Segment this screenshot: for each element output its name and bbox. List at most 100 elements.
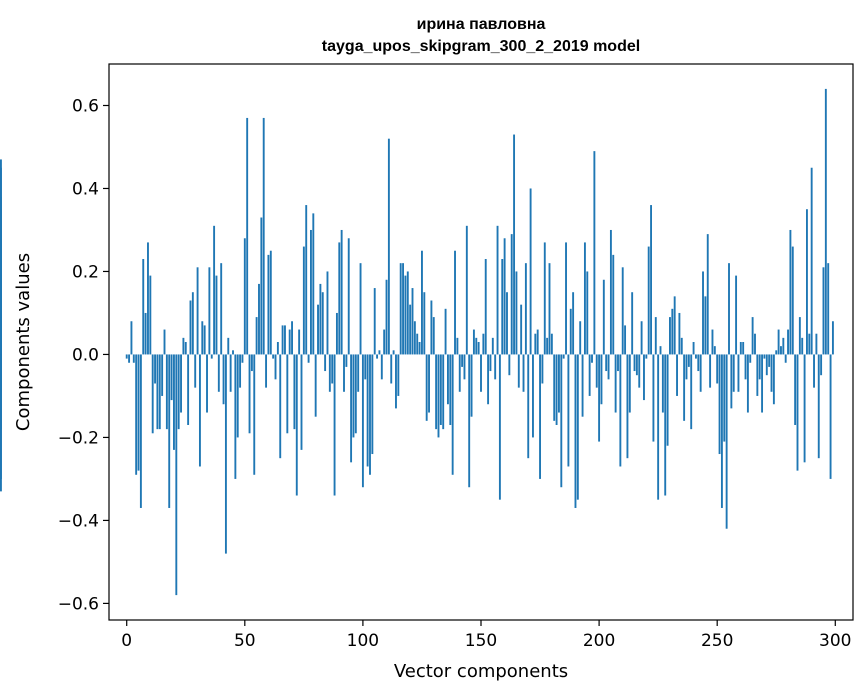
- x-axis-label: Vector components: [394, 661, 568, 682]
- bar: [489, 354, 492, 372]
- bar: [411, 288, 414, 355]
- bar: [631, 292, 634, 355]
- bar: [326, 271, 329, 355]
- bar: [768, 354, 771, 367]
- bar: [210, 354, 213, 359]
- bar: [831, 321, 834, 355]
- bar: [484, 259, 487, 355]
- bar: [737, 354, 740, 392]
- bar: [215, 275, 218, 355]
- bar: [428, 354, 430, 413]
- bar: [201, 321, 204, 355]
- bar: [177, 354, 180, 430]
- bar: [409, 304, 412, 355]
- bar: [361, 354, 364, 488]
- bar: [482, 333, 485, 355]
- bar: [758, 354, 761, 380]
- bar: [350, 354, 353, 463]
- bar: [654, 317, 657, 355]
- bar: [709, 354, 712, 388]
- bar: [555, 354, 558, 425]
- bar: [527, 354, 530, 459]
- bar: [321, 292, 324, 355]
- bar: [154, 354, 156, 384]
- bar: [279, 354, 282, 459]
- bar: [194, 354, 197, 388]
- bar: [652, 354, 655, 442]
- bar: [239, 354, 242, 388]
- bar: [532, 354, 534, 438]
- bar: [685, 354, 688, 380]
- y-tick-label: 0.6: [72, 96, 99, 116]
- bar: [142, 259, 145, 355]
- bar: [173, 354, 175, 450]
- bar: [446, 354, 449, 405]
- bar: [761, 354, 764, 413]
- bar: [775, 350, 778, 355]
- bar: [787, 329, 789, 355]
- bar: [369, 354, 371, 475]
- bar: [756, 354, 759, 396]
- bar: [399, 263, 402, 355]
- bar: [520, 304, 523, 355]
- bar: [137, 354, 140, 471]
- bar: [423, 292, 426, 355]
- bar: [666, 354, 669, 446]
- bar: [612, 254, 615, 355]
- bar: [182, 337, 185, 355]
- bar: [534, 333, 537, 355]
- bar: [744, 354, 747, 380]
- bar: [435, 354, 438, 430]
- bar: [664, 354, 667, 496]
- bar: [314, 354, 317, 417]
- x-tick-label: 50: [234, 631, 256, 651]
- bar: [392, 350, 395, 355]
- bar: [536, 329, 539, 355]
- y-axis-ticks: −0.6 −0.4 −0.2 0.0 0.2 0.4 0.6: [58, 96, 109, 614]
- bar: [402, 263, 404, 355]
- bar: [817, 354, 820, 459]
- bar: [175, 354, 178, 596]
- bar: [725, 354, 728, 529]
- bar: [690, 354, 693, 430]
- bar: [255, 317, 258, 355]
- x-tick-label: 150: [465, 631, 497, 651]
- bar: [808, 333, 811, 355]
- bar: [732, 354, 735, 392]
- bar: [366, 354, 369, 467]
- bar: [347, 238, 350, 355]
- bar: [815, 333, 818, 355]
- bar: [676, 354, 678, 396]
- bar: [227, 337, 230, 355]
- bar: [390, 354, 393, 384]
- bar: [508, 354, 511, 376]
- bar: [158, 354, 161, 430]
- y-tick-label: 0.0: [72, 345, 99, 365]
- bar: [378, 350, 381, 355]
- bar: [439, 354, 442, 425]
- bar: [274, 354, 277, 380]
- bar: [751, 317, 754, 355]
- x-tick-label: 0: [121, 631, 132, 651]
- bar: [472, 329, 475, 355]
- bar: [572, 292, 575, 355]
- bar: [513, 134, 516, 355]
- bar: [454, 250, 456, 355]
- bar: [352, 354, 355, 438]
- bar: [628, 354, 631, 413]
- bar: [501, 259, 504, 355]
- bar: [468, 354, 471, 488]
- bar: [683, 354, 686, 421]
- bar: [728, 263, 730, 355]
- bar: [694, 354, 697, 359]
- bar: [328, 354, 331, 392]
- bar: [605, 354, 608, 372]
- bar: [222, 354, 225, 405]
- bar: [180, 354, 182, 413]
- bar: [413, 321, 416, 355]
- bar: [380, 354, 383, 380]
- bar: [576, 354, 579, 500]
- bar: [614, 354, 617, 413]
- bar: [312, 213, 315, 355]
